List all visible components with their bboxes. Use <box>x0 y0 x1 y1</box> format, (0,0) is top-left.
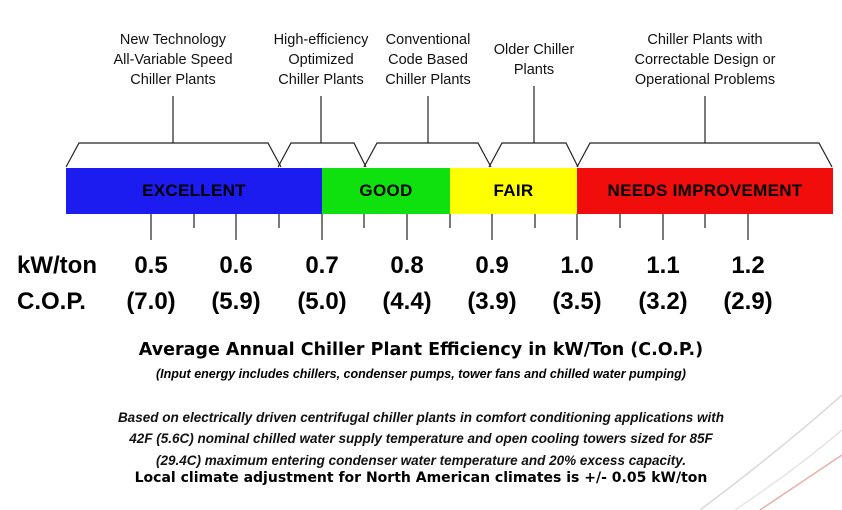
basis-note-line-2: 42F (5.6C) nominal chilled water supply … <box>129 431 713 446</box>
cop-row: C.O.P. (7.0) (5.9) (5.0) (4.4) (3.9) (3.… <box>0 288 842 320</box>
kw-ton-row: kW/ton 0.5 0.6 0.7 0.8 0.9 1.0 1.1 1.2 <box>0 252 842 284</box>
kw-ton-label: kW/ton <box>17 252 97 279</box>
category-label-new-technology: New Technology All-Variable Speed Chille… <box>113 32 233 88</box>
kw-value: 0.7 <box>305 252 339 279</box>
kw-value: 1.2 <box>731 252 765 279</box>
climate-adjustment-note: Local climate adjustment for North Ameri… <box>134 470 708 486</box>
band-excellent <box>66 168 322 214</box>
cop-value: (3.5) <box>552 288 602 315</box>
bracket-high-efficiency <box>277 142 367 168</box>
cop-value: (4.4) <box>382 288 432 315</box>
band-label-good: GOOD <box>359 181 413 200</box>
bracket-correctable <box>576 142 833 168</box>
bracket-older <box>488 142 579 168</box>
band-good <box>322 168 450 214</box>
cop-label: C.O.P. <box>17 288 86 315</box>
diagram-title: Average Annual Chiller Plant Efficiency … <box>138 340 704 360</box>
bracket-conventional <box>363 142 492 168</box>
kw-value: 0.8 <box>390 252 424 279</box>
cop-value: (3.2) <box>638 288 688 315</box>
cop-value: (5.0) <box>297 288 347 315</box>
kw-value: 1.1 <box>646 252 680 279</box>
category-label-conventional: Conventional Code Based Chiller Plants <box>385 32 471 88</box>
decorative-swoosh <box>734 429 842 510</box>
decorative-swoosh <box>699 394 842 510</box>
band-fair <box>450 168 577 214</box>
kw-value: 0.9 <box>475 252 509 279</box>
cop-value: (7.0) <box>126 288 176 315</box>
kw-value: 0.5 <box>134 252 168 279</box>
category-label-high-efficiency: High-efficiency Optimized Chiller Plants <box>273 32 369 88</box>
category-label-correctable: Chiller Plants with Correctable Design o… <box>634 32 776 88</box>
band-label-excellent: EXCELLENT <box>142 181 246 200</box>
cop-value: (5.9) <box>211 288 261 315</box>
category-label-older: Older Chiller Plants <box>493 42 575 78</box>
basis-note-line-3: (29.4C) maximum entering condenser water… <box>156 453 686 468</box>
bracket-new-technology <box>65 142 282 168</box>
kw-value: 1.0 <box>560 252 594 279</box>
cop-value: (2.9) <box>723 288 773 315</box>
band-label-needs-improvement: NEEDS IMPROVEMENT <box>607 181 803 200</box>
decorative-swoosh <box>759 454 842 510</box>
cop-value: (3.9) <box>467 288 517 315</box>
band-label-fair: FAIR <box>493 181 534 200</box>
basis-note-line-1: Based on electrically driven centrifugal… <box>117 410 725 425</box>
diagram-subtitle: (Input energy includes chillers, condens… <box>156 367 686 381</box>
kw-value: 0.6 <box>219 252 253 279</box>
band-needs-improvement <box>577 168 833 214</box>
